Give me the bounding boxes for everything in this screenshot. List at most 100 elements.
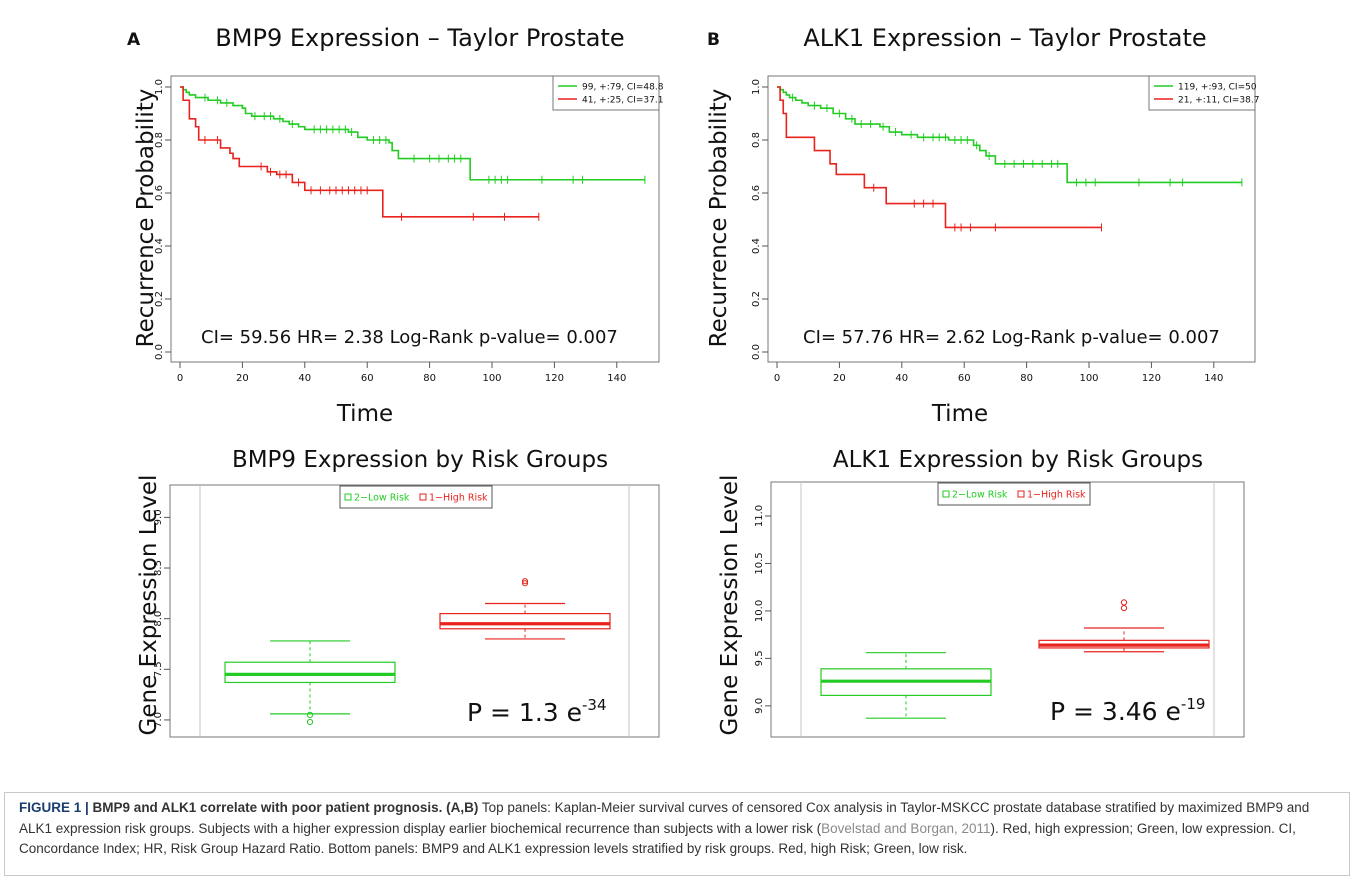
panel-label-a: A — [127, 30, 141, 50]
km-ytick-label: 0.6 — [751, 185, 762, 201]
km-ytick-label: 0.2 — [154, 291, 165, 307]
caption-label: FIGURE 1 | — [19, 800, 89, 815]
p-value-b: P = 3.46 e-19 — [1050, 695, 1205, 726]
box-legend-swatch — [344, 493, 352, 501]
km-xtick-label: 0 — [774, 373, 780, 384]
p-value-b-main: P = 3.46 e — [1050, 697, 1181, 726]
box-outlier — [306, 718, 314, 726]
p-value-a-exp: -34 — [582, 696, 607, 714]
km-xtick-label: 120 — [545, 373, 564, 384]
km-xtick-label: 60 — [958, 373, 971, 384]
box-ytick-label: 7.5 — [153, 661, 164, 677]
km-ytick-label: 0.8 — [751, 132, 762, 148]
box-title-a: BMP9 Expression by Risk Groups — [232, 447, 608, 473]
box-legend-label: 2−Low Risk — [952, 490, 1008, 501]
km-ylabel-a: Recurrence Probability — [133, 89, 159, 348]
km-legend-label: 119, +:93, CI=50 — [1178, 83, 1257, 93]
km-ytick-label: 0.8 — [154, 132, 165, 148]
caption-headline: BMP9 and ALK1 correlate with poor patien… — [88, 800, 447, 815]
box-legend-box — [937, 482, 1091, 506]
km-xtick-label: 100 — [482, 373, 501, 384]
km-xtick-label: 80 — [423, 373, 436, 384]
km-xtick-label: 100 — [1079, 373, 1098, 384]
km-legend-label: 41, +:25, CI=37.1 — [582, 96, 663, 106]
km-curve-series-1 — [777, 86, 1242, 184]
km-xtick-label: 20 — [833, 373, 846, 384]
box-ylabel-a: Gene Expression Level — [136, 475, 162, 736]
km-ytick-label: 0.0 — [751, 344, 762, 360]
km-stats-b: CI= 57.76 HR= 2.62 Log-Rank p-value= 0.0… — [803, 327, 1220, 348]
km-title-a: BMP9 Expression – Taylor Prostate — [215, 24, 624, 52]
km-legend-box — [552, 75, 660, 111]
box-legend-label: 1−High Risk — [1027, 490, 1086, 501]
caption-text-1: Top panels: Kaplan-Meier survival curves… — [19, 800, 1310, 836]
box-iqr — [439, 612, 611, 630]
km-stats-a: CI= 59.56 HR= 2.38 Log-Rank p-value= 0.0… — [201, 327, 618, 348]
km-xtick-label: 140 — [1204, 373, 1223, 384]
box-legend-box — [339, 485, 493, 509]
km-chart-b: Recurrence Probability Time CI= 57.76 HR… — [706, 75, 1259, 427]
km-xtick-label: 140 — [607, 373, 626, 384]
km-xtick-label: 120 — [1142, 373, 1161, 384]
km-curve-series-1 — [180, 86, 645, 181]
box-legend-label: 1−High Risk — [429, 493, 488, 504]
p-value-a: P = 1.3 e-34 — [467, 696, 607, 727]
km-ytick-label: 0.4 — [751, 238, 762, 254]
box-ytick-label: 8.5 — [153, 560, 164, 576]
box-ytick-label: 10.5 — [754, 552, 765, 574]
box-ytick-label: 9.5 — [754, 650, 765, 666]
box-legend-label: 2−Low Risk — [354, 493, 410, 504]
km-ytick-label: 0.2 — [751, 291, 762, 307]
caption-text-2: ). Red, high expression; Green, low expr… — [19, 820, 1296, 857]
km-ytick-label: 1.0 — [154, 79, 165, 95]
box-outlier — [306, 711, 314, 718]
p-value-b-exp: -19 — [1181, 695, 1206, 713]
km-ytick-label: 0.4 — [154, 238, 165, 254]
box-ytick-label: 8.0 — [153, 611, 164, 627]
km-xlabel-b: Time — [931, 401, 988, 427]
km-curve-series-2 — [180, 86, 539, 218]
km-xtick-label: 80 — [1020, 373, 1033, 384]
figure: A BMP9 Expression – Taylor Prostate B AL… — [127, 24, 1259, 738]
km-title-b: ALK1 Expression – Taylor Prostate — [803, 24, 1206, 52]
km-xtick-label: 60 — [361, 373, 374, 384]
box-plot-frame — [770, 481, 1245, 738]
box-title-b: ALK1 Expression by Risk Groups — [833, 447, 1203, 473]
km-legend-label: 21, +:11, CI=38.7 — [1178, 96, 1259, 106]
caption-citation-link[interactable]: Bovelstad and Borgan, 2011 — [821, 820, 991, 836]
km-plot-frame — [767, 75, 1256, 363]
box-ylabel-b: Gene Expression Level — [717, 475, 743, 736]
box-ytick-label: 7.0 — [153, 712, 164, 728]
box-chart-b: Gene Expression Level P = 3.46 e-19 9.0 9… — [717, 475, 1245, 738]
km-plot-frame — [170, 75, 660, 363]
km-legend-label: 99, +:79, CI=48.8 — [582, 83, 664, 93]
box-ytick-label: 9.0 — [153, 509, 164, 525]
box-ytick-label: 10.0 — [754, 600, 765, 622]
km-xtick-label: 0 — [177, 373, 183, 384]
box-outlier — [521, 580, 529, 587]
p-value-a-main: P = 1.3 e — [467, 698, 582, 727]
km-xlabel-a: Time — [336, 401, 393, 427]
box-legend-swatch — [1017, 490, 1025, 498]
box-outlier — [1120, 599, 1128, 606]
box-legend-swatch — [942, 490, 950, 498]
box-plot-frame — [169, 484, 660, 738]
km-ytick-label: 1.0 — [751, 79, 762, 95]
km-xtick-label: 40 — [298, 373, 311, 384]
km-xtick-label: 20 — [236, 373, 249, 384]
caption-panels-ref: (A,B) — [446, 800, 479, 815]
panel-label-b: B — [707, 30, 720, 50]
km-curve-series-2 — [777, 86, 1102, 229]
km-ytick-label: 0.0 — [154, 344, 165, 360]
km-ylabel-b: Recurrence Probability — [706, 89, 732, 348]
figure-caption: FIGURE 1 | BMP9 and ALK1 correlate with … — [4, 792, 1350, 876]
box-ytick-label: 9.0 — [754, 698, 765, 714]
box-ytick-label: 11.0 — [754, 505, 765, 527]
km-legend-box — [1148, 75, 1256, 111]
box-iqr — [224, 661, 396, 684]
box-outlier — [1120, 604, 1128, 612]
km-ytick-label: 0.6 — [154, 185, 165, 201]
box-legend-swatch — [419, 493, 427, 501]
box-chart-a: Gene Expression Level P = 1.3 e-34 7.0 7.… — [136, 475, 660, 738]
km-xtick-label: 40 — [895, 373, 908, 384]
